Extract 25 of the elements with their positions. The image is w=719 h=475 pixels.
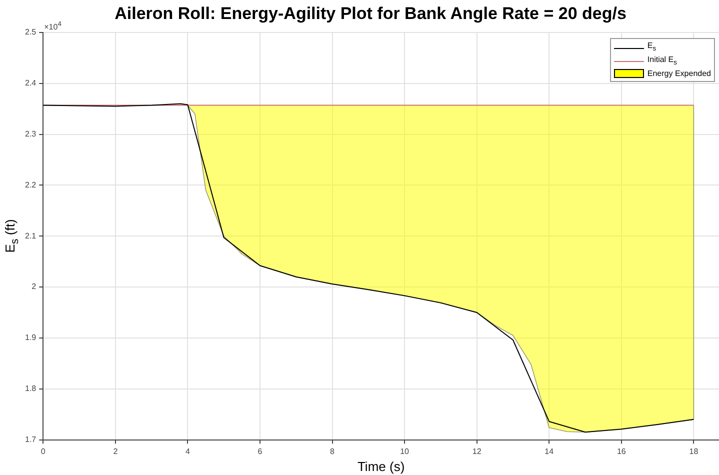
text: ×10$^{4}$ (44, 21, 62, 32)
x-tick-label: 6 (258, 446, 263, 456)
y-tick-label: 2.1 (24, 231, 37, 240)
x-tick-label: 2 (113, 446, 118, 456)
y-tick-label: 1.7 (24, 435, 37, 444)
y-tick-label: 2.3 (24, 129, 37, 138)
chart-title: Aileron Roll: Energy-Agility Plot for Bank Angle Rate = 20 deg/s (114, 4, 626, 23)
y-tick-label: 2 (32, 282, 37, 292)
x-tick-label: 0 (40, 446, 46, 456)
x-axis-title: Time (s) (357, 458, 405, 474)
x-tick-label: 18 (689, 446, 699, 456)
y-tick-label: 1.9 (24, 333, 37, 342)
x-tick-label: 16 (616, 446, 626, 456)
x-tick-label: 8 (330, 446, 336, 456)
x-tick-label: 14 (544, 446, 554, 456)
legend-label: E$_{s}$ (647, 41, 656, 55)
y-tick-label: 2.4 (24, 78, 37, 88)
x-tick-label: 4 (185, 446, 190, 456)
x-tick-label: 10 (400, 446, 410, 456)
x-tick-label: 12 (472, 446, 482, 456)
legend-label: Energy Expended (647, 68, 711, 79)
y-tick-label: 2.2 (24, 180, 37, 190)
y-tick-label: 2.5 (24, 28, 37, 37)
legend-label: Initial E$_{s}$ (647, 54, 677, 69)
y-tick-label: 1.8 (24, 384, 37, 394)
